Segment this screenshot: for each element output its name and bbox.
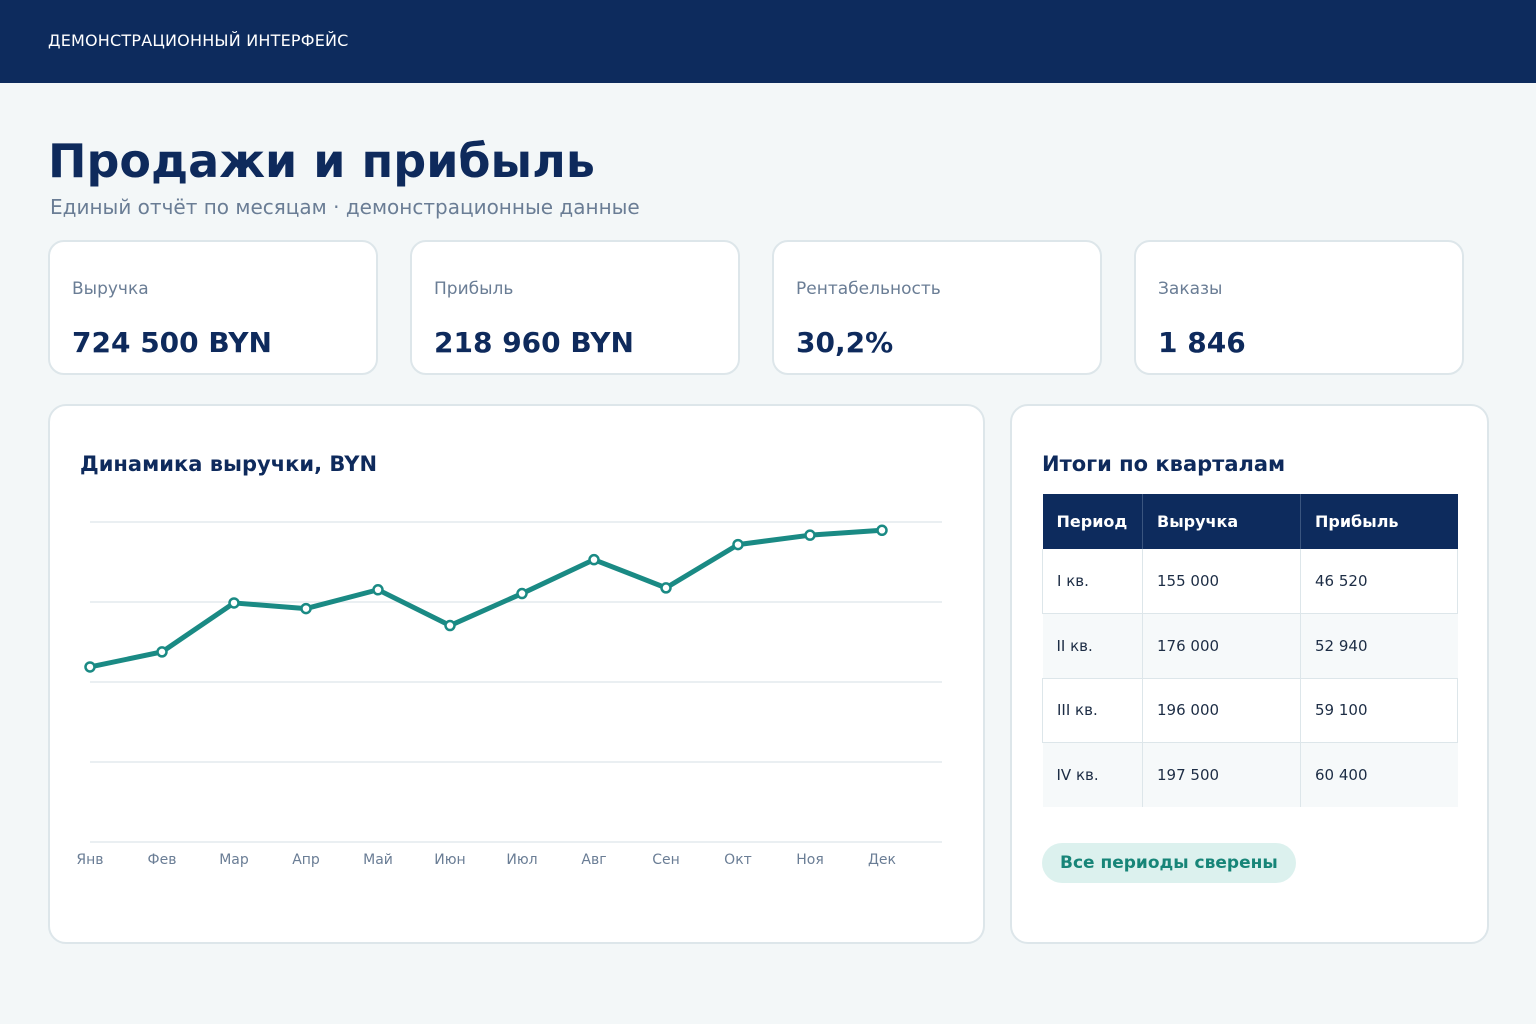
kpi-value: 30,2% [796,326,894,359]
data-point [732,538,744,551]
revenue-series-line [87,527,885,670]
data-point [300,602,312,615]
data-point [804,529,816,541]
quarters-table: Период Выручка Прибыль I кв. 155 000 46 … [1042,494,1458,807]
cell-revenue: 176 000 [1142,613,1301,679]
data-point [444,619,456,632]
data-point [660,582,672,594]
table-row: III кв. 196 000 59 100 [1042,678,1458,743]
chart-title: Динамика выручки, BYN [80,452,378,476]
cell-period: I кв. [1042,549,1143,614]
x-tick-label: Июн [434,852,465,868]
kpi-card-profit: Прибыль 218 960 BYN [410,240,740,375]
data-point [588,553,600,566]
top-bar: ДЕМОНСТРАЦИОННЫЙ ИНТЕРФЕЙС [0,0,1536,83]
cell-revenue: 196 000 [1142,678,1301,743]
quarters-title: Итоги по кварталам [1042,452,1286,476]
cell-period: II кв. [1042,613,1143,679]
cell-profit: 46 520 [1300,549,1458,614]
kpi-card-margin: Рентабельность 30,2% [772,240,1102,375]
page-subtitle: Единый отчёт по месяцам · демонстрационн… [50,195,640,219]
cell-period: IV кв. [1042,742,1143,807]
x-tick-label: Ноя [796,852,824,868]
kpi-value: 218 960 BYN [434,326,634,359]
data-point [156,646,168,658]
revenue-line-chart: Янв Фев Мар Апр Май Июн Июл Авг Сен Окт Ноя Дек [76,521,942,868]
data-point [372,584,384,596]
data-point [84,661,96,673]
x-tick-label: Апр [292,852,320,868]
cell-profit: 59 100 [1300,678,1458,743]
x-tick-label: Окт [724,852,752,868]
page-title: Продажи и прибыль [48,134,595,188]
column-header-profit: Прибыль [1300,494,1458,549]
data-point [516,587,528,600]
data-point [228,597,240,609]
table-header-row: Период Выручка Прибыль [1042,494,1458,549]
x-tick-label: Сен [652,852,680,868]
kpi-value: 1 846 [1158,326,1246,359]
cell-revenue: 155 000 [1142,549,1301,614]
app-brand: ДЕМОНСТРАЦИОННЫЙ ИНТЕРФЕЙС [48,31,349,50]
kpi-card-revenue: Выручка 724 500 BYN [48,240,378,375]
cell-profit: 52 940 [1300,613,1458,679]
cell-revenue: 197 500 [1142,742,1301,807]
cell-period: III кв. [1042,678,1143,743]
table-row: IV кв. 197 500 60 400 [1042,742,1458,807]
x-tick-label: Авг [581,852,606,868]
x-tick-label: Дек [868,852,896,868]
quarters-card: Итоги по кварталам Период Выручка Прибыл… [1010,404,1489,944]
column-header-period: Период [1042,494,1143,549]
x-tick-label: Июл [506,852,537,868]
x-tick-label: Янв [76,852,103,868]
kpi-value: 724 500 BYN [72,326,272,359]
data-point [876,524,888,537]
revenue-chart-card: Динамика выручки, BYN Янв Фев Мар Апр Май Июн… [48,404,985,944]
kpi-label: Рентабельность [796,279,941,299]
cell-profit: 60 400 [1300,742,1458,807]
x-tick-label: Фев [148,852,177,868]
status-badge: Все периоды сверены [1042,843,1296,883]
kpi-label: Выручка [72,279,149,299]
x-tick-label: Мар [219,852,249,868]
column-header-revenue: Выручка [1142,494,1301,549]
kpi-card-orders: Заказы 1 846 [1134,240,1464,375]
table-row: I кв. 155 000 46 520 [1042,549,1458,614]
kpi-label: Прибыль [434,279,514,299]
table-row: II кв. 176 000 52 940 [1042,613,1458,679]
x-tick-label: Май [363,852,393,868]
kpi-label: Заказы [1158,279,1223,299]
